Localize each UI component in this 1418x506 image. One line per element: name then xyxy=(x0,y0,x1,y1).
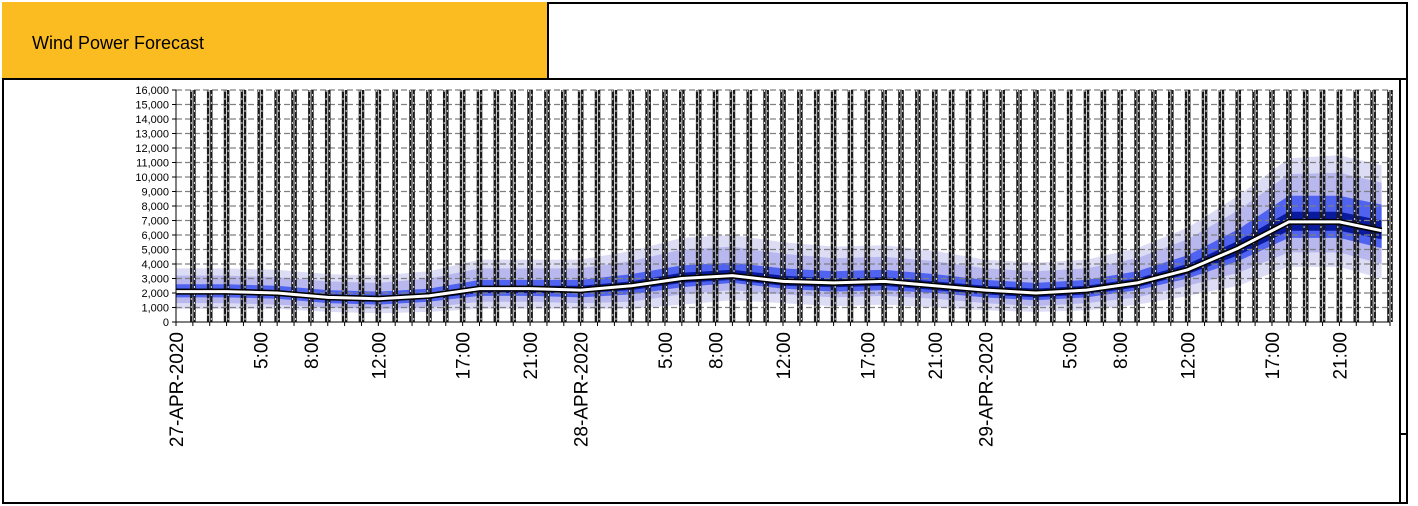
right-border-tick xyxy=(1399,433,1408,435)
fan-bands xyxy=(176,155,1382,314)
y-tick-label: 13,000 xyxy=(135,129,169,141)
x-tick-label: 5:00 xyxy=(251,332,272,369)
x-tick-label: 12:00 xyxy=(774,332,795,380)
y-tick-label: 16,000 xyxy=(135,85,169,97)
y-tick-label: 6,000 xyxy=(141,230,169,242)
y-tick-label: 9,000 xyxy=(141,187,169,199)
y-axis-labels: 0 1,000 2,000 3,000 4,000 5,000 6,000 7,000 8,00… xyxy=(135,85,169,329)
x-tick-label: 29-APR-2020 xyxy=(976,332,997,447)
x-tick-label: 5:00 xyxy=(656,332,677,369)
x-tick-label: 27-APR-2020 xyxy=(167,332,188,447)
y-tick-label: 1,000 xyxy=(141,303,169,315)
x-tick-label: 5:00 xyxy=(1061,332,1082,369)
x-tick-label: 8:00 xyxy=(1111,332,1132,369)
chart-title: Wind Power Forecast xyxy=(32,33,205,53)
x-tick-label: 8:00 xyxy=(302,332,323,369)
y-tick-label: 2,000 xyxy=(141,288,169,300)
y-tick-label: 11,000 xyxy=(136,158,169,170)
x-tick-label: 28-APR-2020 xyxy=(572,332,593,447)
y-tick-label: 12,000 xyxy=(135,143,169,155)
y-tick-label: 14,000 xyxy=(135,114,169,126)
x-tick-label: 17:00 xyxy=(454,332,475,380)
y-tick-label: 10,000 xyxy=(135,172,169,184)
x-tick-label: 17:00 xyxy=(1263,332,1284,380)
x-axis-labels: 27-APR-2020 5:00 8:00 12:00 17:00 21:00 28-APR… xyxy=(167,332,1351,447)
y-tick-label: 0 xyxy=(163,317,169,329)
y-tick-label: 7,000 xyxy=(141,216,169,228)
median-line xyxy=(176,220,1382,301)
y-tick-label: 4,000 xyxy=(141,259,169,271)
x-tick-label: 12:00 xyxy=(1179,332,1200,380)
x-tick-label: 21:00 xyxy=(926,332,947,380)
x-tick-label: 17:00 xyxy=(858,332,879,380)
x-tick-label: 12:00 xyxy=(369,332,390,380)
median-layer xyxy=(176,218,1383,302)
right-border xyxy=(1399,78,1401,504)
y-tick-label: 8,000 xyxy=(141,201,169,213)
horizontal-grid xyxy=(176,89,1390,309)
y-tick-label: 15,000 xyxy=(135,100,169,112)
title-bar: Wind Power Forecast xyxy=(2,2,549,80)
x-tick-label: 21:00 xyxy=(1330,332,1351,380)
axes xyxy=(172,89,1391,326)
x-tick-label: 8:00 xyxy=(707,332,728,369)
y-tick-label: 5,000 xyxy=(141,245,169,257)
header-panel xyxy=(549,2,1408,80)
x-tick-label: 21:00 xyxy=(521,332,542,380)
y-tick-label: 3,000 xyxy=(141,274,169,286)
